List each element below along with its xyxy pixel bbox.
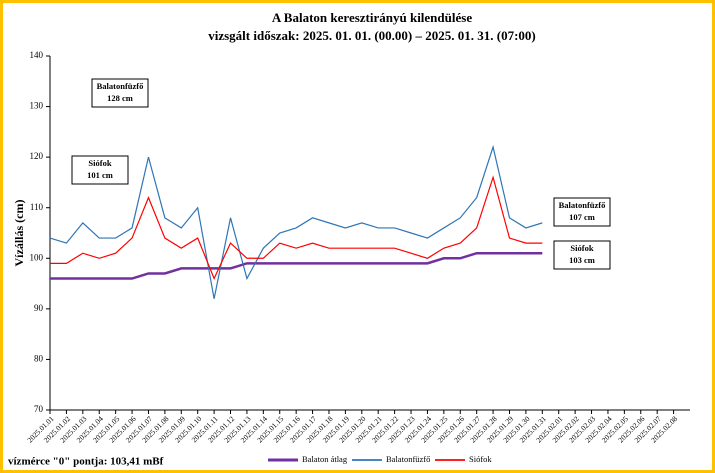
legend-label: Siófok	[469, 454, 492, 464]
annotation-box	[71, 155, 129, 185]
y-tick-label: 80	[34, 353, 44, 363]
footer: vízmérce "0" pontja: 103,41 mBf	[8, 456, 164, 468]
annotation-box	[553, 197, 611, 227]
y-tick-label: 130	[30, 101, 44, 111]
annotation-text: 128 cm	[107, 93, 133, 103]
annotation-text: 101 cm	[87, 170, 113, 180]
chart-title: A Balaton keresztirányú kilendülése	[272, 10, 472, 25]
y-tick-label: 140	[30, 50, 44, 60]
y-tick-label: 70	[34, 404, 44, 414]
annotation-text: Balatonfüzfő	[559, 200, 606, 210]
series-line	[50, 175, 543, 281]
annotation-text: Siófok	[570, 243, 593, 253]
y-tick-label: 120	[30, 151, 44, 161]
y-tick-label: 110	[30, 202, 44, 212]
legend-label: Balatonfüzfő	[386, 454, 430, 464]
series-line	[50, 251, 543, 280]
annotation-text: Siófok	[88, 158, 111, 168]
y-axis-label: Vízállás (cm)	[12, 200, 26, 267]
annotation-box	[91, 78, 149, 108]
y-tick-label: 100	[30, 252, 44, 262]
series-line	[49, 144, 543, 299]
legend-label: Balaton átlag	[302, 454, 348, 464]
annotation-text: Balatonfüzfő	[97, 81, 144, 91]
chart-subtitle: vizsgált időszak: 2025. 01. 01. (00.00) …	[208, 28, 536, 43]
annotation-text: 107 cm	[569, 212, 595, 222]
annotation-box	[553, 240, 611, 270]
y-tick-label: 90	[34, 303, 44, 313]
annotation-text: 103 cm	[569, 255, 595, 265]
